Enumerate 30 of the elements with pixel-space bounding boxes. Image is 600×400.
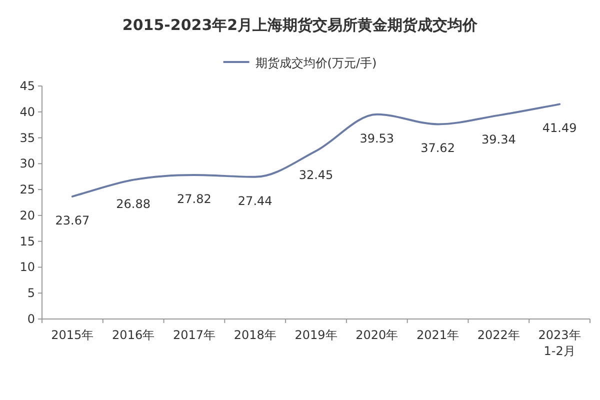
y-tick-label: 45	[20, 79, 35, 93]
x-tick-label: 2018年	[234, 328, 276, 342]
x-tick-label: 2019年	[294, 328, 338, 342]
data-label: 41.49	[542, 121, 577, 136]
x-tick-label: 2016年	[112, 328, 155, 342]
y-tick-label: 5	[27, 286, 35, 300]
data-label: 39.34	[481, 132, 516, 146]
chart-title: 2015-2023年2月上海期货交易所黄金期货成交均价	[122, 16, 479, 34]
data-label: 39.53	[360, 131, 394, 146]
x-tick-label: 2021年	[416, 328, 460, 342]
y-tick-label: 15	[20, 234, 35, 248]
y-tick-label: 30	[20, 156, 35, 171]
y-tick-label: 35	[20, 130, 35, 145]
legend-label: 期货成交均价(万元/手)	[255, 56, 377, 70]
x-tick-label: 2022年	[477, 328, 520, 342]
y-tick-label: 40	[20, 104, 35, 119]
y-tick-label: 25	[20, 182, 35, 197]
x-tick-label: 2023年 1-2月	[538, 328, 581, 358]
x-tick-label: 2020年	[356, 328, 398, 342]
data-label: 37.62	[420, 141, 455, 156]
data-label: 32.45	[298, 168, 334, 182]
x-tick-label: 2017年	[172, 328, 216, 342]
data-label: 26.88	[116, 196, 151, 211]
data-label: 27.82	[177, 192, 212, 206]
y-tick-label: 10	[20, 260, 35, 274]
data-label: 27.44	[238, 194, 272, 208]
x-tick-label: 2015年	[51, 328, 94, 342]
data-label: 23.67	[55, 213, 90, 228]
y-tick-label: 0	[27, 312, 35, 326]
y-tick-label: 20	[20, 208, 35, 222]
